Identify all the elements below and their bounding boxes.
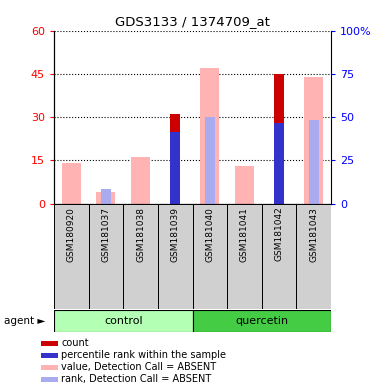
- Bar: [205, 117, 214, 204]
- Bar: [274, 123, 284, 204]
- Text: quercetin: quercetin: [235, 316, 288, 326]
- Text: percentile rank within the sample: percentile rank within the sample: [61, 350, 226, 360]
- Text: GSM181043: GSM181043: [309, 207, 318, 262]
- Bar: [200, 68, 219, 204]
- Bar: [304, 77, 323, 204]
- Bar: [192, 204, 227, 309]
- Bar: [274, 74, 284, 204]
- Text: GSM181039: GSM181039: [171, 207, 180, 262]
- Bar: [41, 353, 58, 358]
- Bar: [170, 131, 180, 204]
- Bar: [62, 163, 81, 204]
- Text: GSM180920: GSM180920: [67, 207, 76, 262]
- Bar: [54, 204, 89, 309]
- Bar: [235, 166, 254, 204]
- Bar: [131, 157, 150, 204]
- Bar: [41, 341, 58, 346]
- Text: GSM181042: GSM181042: [275, 207, 284, 262]
- Bar: [192, 310, 331, 332]
- Text: GSM181041: GSM181041: [240, 207, 249, 262]
- Text: rank, Detection Call = ABSENT: rank, Detection Call = ABSENT: [61, 374, 211, 384]
- Bar: [170, 114, 180, 204]
- Bar: [89, 204, 123, 309]
- Text: GSM181040: GSM181040: [205, 207, 214, 262]
- Text: GSM181038: GSM181038: [136, 207, 145, 262]
- Bar: [96, 192, 116, 204]
- Bar: [262, 204, 296, 309]
- Bar: [54, 310, 192, 332]
- Bar: [296, 204, 331, 309]
- Bar: [158, 204, 192, 309]
- Bar: [275, 123, 284, 204]
- Bar: [227, 204, 262, 309]
- Text: count: count: [61, 338, 89, 348]
- Bar: [123, 204, 158, 309]
- Text: agent ►: agent ►: [4, 316, 45, 326]
- Bar: [41, 364, 58, 369]
- Bar: [101, 189, 110, 204]
- Bar: [309, 120, 318, 204]
- Text: value, Detection Call = ABSENT: value, Detection Call = ABSENT: [61, 362, 216, 372]
- Bar: [41, 376, 58, 382]
- Title: GDS3133 / 1374709_at: GDS3133 / 1374709_at: [115, 15, 270, 28]
- Text: control: control: [104, 316, 142, 326]
- Text: GSM181037: GSM181037: [101, 207, 110, 262]
